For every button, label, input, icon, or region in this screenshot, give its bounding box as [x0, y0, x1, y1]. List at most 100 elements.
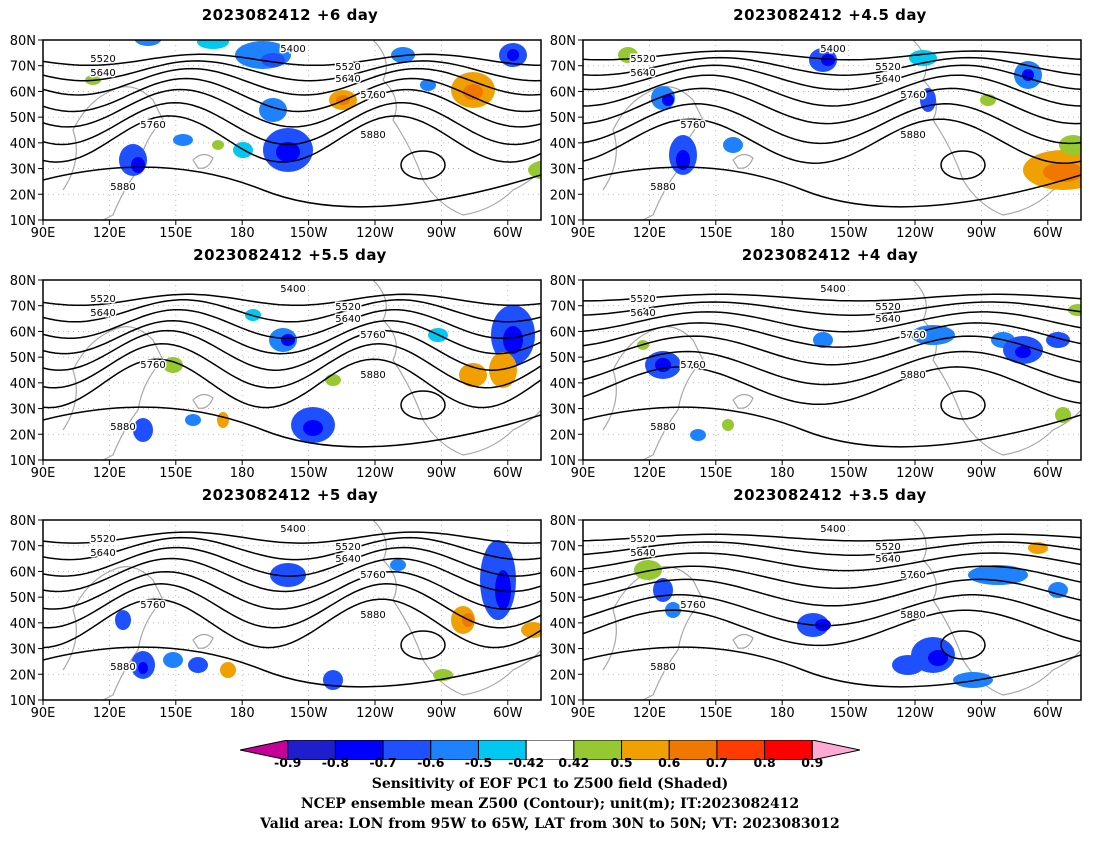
- z500-contour: [43, 598, 541, 649]
- lat-tick-label: 40N: [10, 137, 36, 152]
- lat-tick-label: 20N: [10, 428, 36, 443]
- contour-label: 5640: [335, 554, 360, 565]
- z500-contour: [43, 319, 541, 355]
- z500-contour: [583, 541, 1081, 556]
- lon-tick-label: 60W: [493, 226, 523, 240]
- panel-title: 2023082412 +3.5 day: [733, 486, 927, 504]
- contour-label: 5400: [280, 524, 305, 535]
- colorbar-label: 0.9: [801, 755, 824, 770]
- contour-label: 5880: [360, 130, 385, 141]
- z500-contour: [43, 557, 541, 593]
- coastline: [62, 326, 164, 460]
- plot-background: [583, 520, 1081, 700]
- coastline: [602, 86, 704, 220]
- sensitivity-shade: [133, 418, 153, 442]
- lon-tick-label: 90W: [967, 706, 997, 720]
- lat-tick-label: 80N: [10, 514, 36, 529]
- sensitivity-shade: [503, 326, 523, 354]
- z500-contour: [940, 390, 986, 420]
- contour-label: 5520: [335, 302, 360, 313]
- colorbar-label: 0.7: [705, 755, 728, 770]
- contour-label: 5880: [900, 610, 925, 621]
- sensitivity-shade: [131, 157, 145, 173]
- lat-tick-label: 60N: [550, 565, 576, 580]
- colorbar-label: 0.42: [558, 755, 590, 770]
- coastline: [62, 566, 164, 700]
- lon-tick-label: 90E: [31, 466, 56, 480]
- lon-tick-label: 180: [230, 706, 255, 720]
- contour-label: 5880: [360, 610, 385, 621]
- coastline: [192, 393, 214, 409]
- z500-contour: [400, 390, 446, 420]
- lat-tick-label: 50N: [550, 591, 576, 606]
- lon-tick-label: 120W: [356, 226, 394, 240]
- contour-label: 5760: [360, 90, 385, 101]
- lon-tick-label: 60W: [493, 706, 523, 720]
- panel-day-3-5: 2023082412 +3.5 day 5400 5520 5640 5760 5880…: [540, 480, 1100, 720]
- coastline: [372, 40, 541, 216]
- contour-label: 5760: [140, 120, 165, 131]
- contour-label: 5400: [820, 524, 845, 535]
- sensitivity-shade: [495, 570, 511, 610]
- lat-tick-label: 50N: [10, 351, 36, 366]
- sensitivity-shade: [323, 670, 343, 690]
- coastline: [192, 153, 214, 169]
- lat-tick-label: 70N: [10, 300, 36, 315]
- lat-tick-label: 70N: [550, 540, 576, 555]
- colorbar: [240, 740, 860, 760]
- sensitivity-shade: [420, 79, 436, 91]
- sensitivity-shade: [115, 610, 131, 630]
- z500-contour: [43, 546, 541, 577]
- map-plot: 54005520564057605880552056405760588080N7…: [10, 514, 542, 720]
- contour-label: 5760: [900, 570, 925, 581]
- sensitivity-shade: [173, 134, 193, 146]
- sensitivity-shade: [634, 560, 662, 580]
- z500-contour: [583, 293, 1081, 302]
- lon-tick-label: 60W: [1033, 706, 1063, 720]
- z500-contour: [583, 565, 1081, 589]
- contour-label: 5880: [650, 662, 675, 673]
- coastline: [732, 393, 754, 409]
- lat-tick-label: 50N: [10, 591, 36, 606]
- colorbar-label: -0.6: [417, 755, 445, 770]
- lat-tick-label: 30N: [550, 643, 576, 658]
- plot-frame: [42, 39, 542, 221]
- contour-label: 5400: [820, 284, 845, 295]
- contour-label: 5640: [630, 308, 655, 319]
- coastline: [732, 153, 754, 169]
- z500-contour: [583, 609, 1081, 647]
- lon-tick-label: 90W: [967, 226, 997, 240]
- z500-contour: [583, 50, 1081, 61]
- contour-label: 5520: [630, 54, 655, 65]
- contour-label: 5640: [630, 68, 655, 79]
- z500-contour: [43, 358, 541, 409]
- sensitivity-shade: [821, 54, 835, 66]
- lat-tick-label: 70N: [10, 60, 36, 75]
- panel-day-4-5: 2023082412 +4.5 day 5400 5520 5640 5760 5880…: [540, 0, 1100, 240]
- sensitivity-shade: [953, 3, 993, 17]
- lat-tick-label: 60N: [550, 85, 576, 100]
- panel-title: 2023082412 +4 day: [741, 246, 919, 264]
- sensitivity-shade: [197, 40, 229, 49]
- sensitivity-shade: [690, 429, 706, 441]
- lat-tick-label: 60N: [10, 85, 36, 100]
- z500-contour: [43, 536, 541, 561]
- sensitivity-shade: [134, 40, 162, 46]
- z500-contour: [43, 646, 541, 688]
- lat-tick-label: 40N: [10, 617, 36, 632]
- lon-tick-label: 120E: [93, 466, 126, 480]
- lon-tick-label: 90E: [571, 226, 596, 240]
- sensitivity-shade: [676, 150, 690, 170]
- lon-tick-label: 180: [230, 466, 255, 480]
- sensitivity-shade: [1083, 104, 1100, 116]
- contour-label: 5880: [110, 662, 135, 673]
- z500-contour: [940, 150, 986, 180]
- z500-contour: [583, 103, 1081, 145]
- panel-title: 2023082412 +5.5 day: [193, 246, 387, 264]
- contour-label: 5520: [90, 534, 115, 545]
- sensitivity-shade: [463, 84, 483, 100]
- lon-tick-label: 150E: [159, 706, 192, 720]
- colorbar-labels: -0.9 -0.8 -0.7 -0.6 -0.5 -0.42 0.42 0.5 0.6 0.7 0.…: [240, 755, 860, 771]
- z500-contour: [583, 74, 1081, 107]
- lon-tick-label: 90W: [427, 466, 457, 480]
